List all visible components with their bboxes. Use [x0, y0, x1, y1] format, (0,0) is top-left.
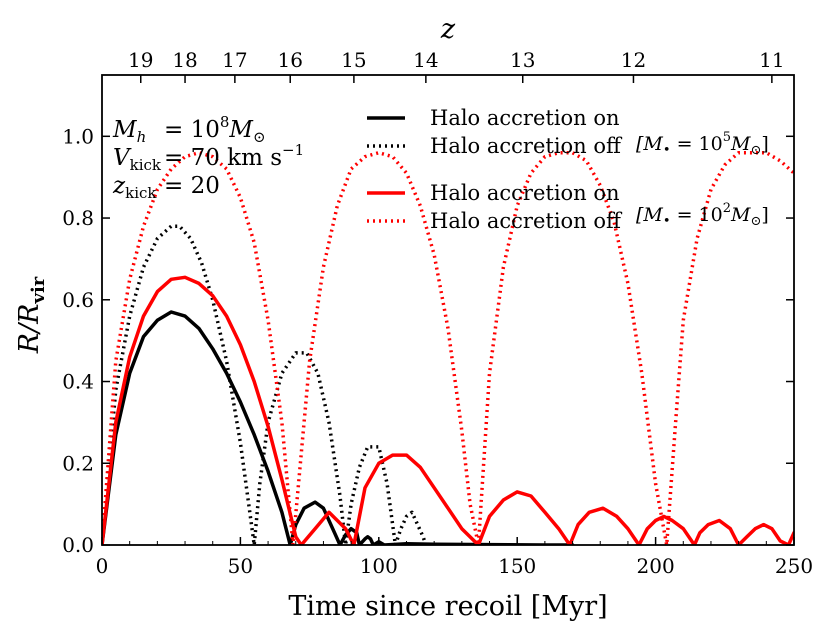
y-tick-label: 0.8: [62, 206, 94, 230]
top-tick-label: 11: [759, 48, 784, 72]
note1-post: M: [730, 133, 751, 155]
note2-sub: •: [663, 214, 671, 229]
y-axis-label-sub: vir: [28, 276, 49, 304]
top-tick-label: 18: [172, 48, 197, 72]
legend-label-3: Halo accretion on: [430, 181, 620, 205]
legend-label-4: Halo accretion off: [430, 209, 623, 233]
x-tick-label: 200: [637, 554, 675, 578]
note2-post-sub: ⊙: [750, 214, 761, 229]
note1-mid: = 10: [671, 133, 723, 155]
legend-label-1: Halo accretion on: [430, 106, 620, 130]
note2-end: ]: [761, 204, 768, 226]
note1-sup: 5: [723, 130, 731, 145]
annotation-velocity-value: = 70 km s−1: [164, 141, 304, 171]
note2-pre: [M: [636, 204, 663, 226]
y-axis-label: R/Rvir: [14, 276, 49, 354]
x-axis-label: Time since recoil [Myr]: [288, 591, 607, 622]
ann3-rhs: = 20: [164, 173, 220, 199]
y-axis-label-main: R/R: [14, 304, 45, 355]
series-layer: [102, 150, 794, 545]
ann1-tail-sub: ⊙: [253, 128, 266, 146]
ann1-rhs: = 10: [164, 117, 220, 143]
x-tick-label: 150: [498, 554, 536, 578]
note2-post: M: [730, 204, 751, 226]
ann1-tail: M: [228, 117, 254, 143]
note1-end: ]: [761, 133, 768, 155]
x-tick-label: 0: [96, 554, 109, 578]
x-tick-label: 50: [228, 554, 253, 578]
top-tick-label: 19: [128, 48, 153, 72]
series-line-4: [102, 150, 794, 545]
y-tick-label: 0.6: [62, 288, 94, 312]
top-tick-label: 14: [413, 48, 438, 72]
annotation-mass-value: = 108M⊙: [164, 113, 266, 146]
note2-sup: 2: [723, 201, 731, 216]
legend-note-light-bh: [M• = 102M⊙]: [636, 201, 769, 229]
note1-sub: •: [663, 143, 671, 158]
ann3-lhs-sub: kick: [125, 184, 157, 202]
note1-post-sub: ⊙: [750, 143, 761, 158]
y-tick-label: 0.2: [62, 451, 94, 475]
ann2-lhs-sub: kick: [130, 156, 162, 174]
y-tick-label: 0.4: [62, 370, 94, 394]
annotation-velocity: Vkick: [113, 145, 162, 174]
ann2-lhs: V: [113, 145, 132, 171]
legend-note-heavy-bh: [M• = 105M⊙]: [636, 130, 769, 158]
ticks-layer: 0 50 100 150 200 250 0.0 0.2 0.4 0.6 0.8 1.0 19 18 17 1…: [62, 48, 813, 578]
annotation-mass: Mh: [112, 117, 146, 146]
top-tick-label: 13: [510, 48, 535, 72]
ann3-lhs: z: [112, 173, 126, 199]
series-line-2: [102, 224, 428, 545]
plot-frame: [101, 74, 795, 546]
x-tick-label: 100: [360, 554, 398, 578]
x-tick-label: 250: [775, 554, 813, 578]
y-tick-label: 0.0: [62, 533, 94, 557]
note1-pre: [M: [636, 133, 663, 155]
parameter-annotations: Mh = 108M⊙ Vkick = 70 km s−1 zkick = 20: [112, 113, 304, 202]
note2-mid: = 10: [671, 204, 723, 226]
ann1-lhs-sub: h: [137, 128, 147, 146]
series-line-1: [102, 310, 575, 545]
top-tick-label: 12: [621, 48, 646, 72]
series-line-3: [102, 275, 794, 545]
top-tick-label: 16: [277, 48, 302, 72]
ann2-rhs: = 70 km s: [164, 145, 282, 171]
ann2-rhs-sup: −1: [282, 141, 304, 159]
top-axis-label: z: [440, 14, 456, 45]
ann1-lhs: M: [112, 117, 138, 143]
top-tick-label: 15: [341, 48, 366, 72]
ann1-rhs-sup: 8: [220, 113, 230, 131]
top-tick-label: 17: [222, 48, 247, 72]
annotation-zkick: zkick: [112, 173, 157, 202]
legend: Halo accretion on Halo accretion off Hal…: [367, 106, 769, 233]
legend-label-2: Halo accretion off: [430, 134, 623, 158]
y-tick-label: 1.0: [62, 124, 94, 148]
annotation-zkick-value: = 20: [164, 173, 220, 199]
